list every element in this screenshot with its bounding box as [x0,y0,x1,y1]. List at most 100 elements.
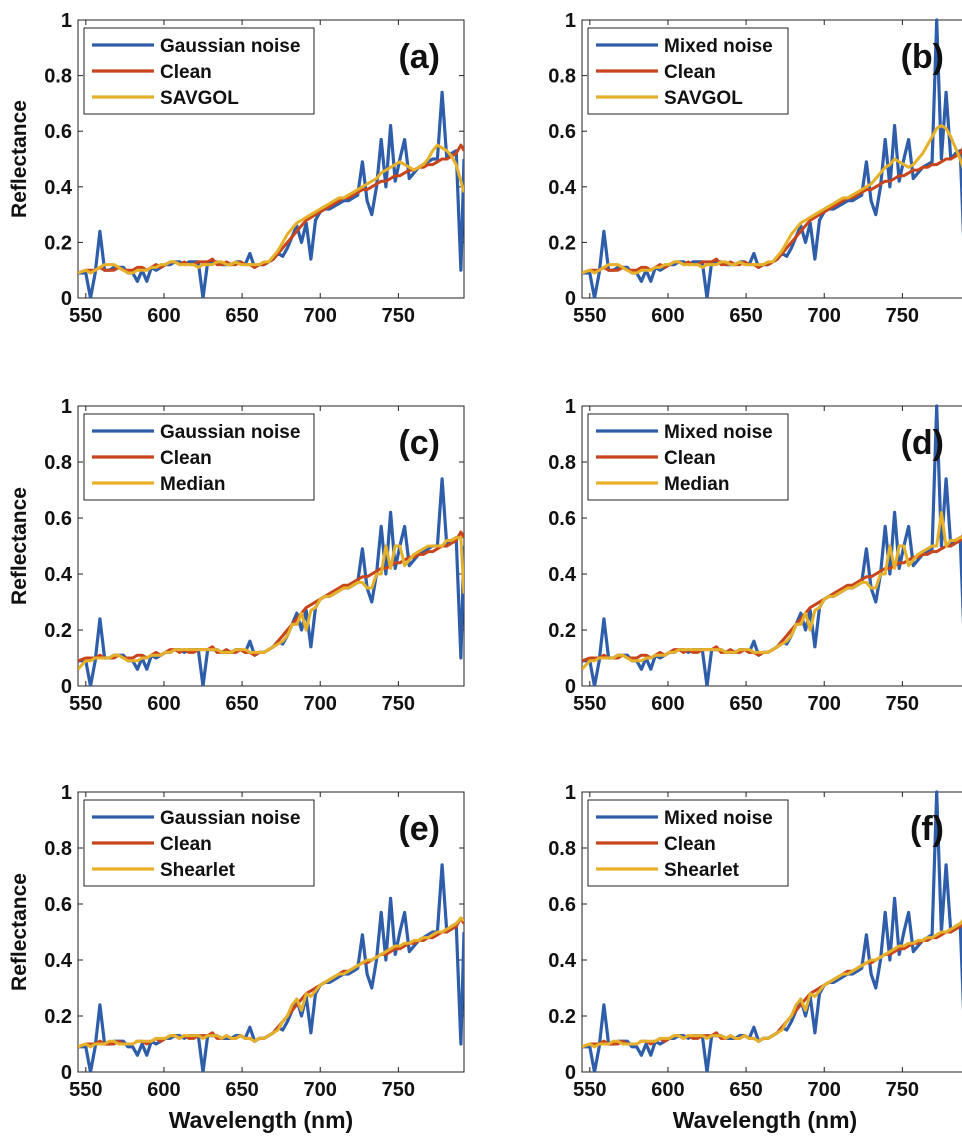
legend-label: Mixed noise [664,36,773,57]
x-tick-label: 550 [573,693,606,715]
legend-label: Shearlet [160,860,236,881]
y-tick-label: 0.2 [44,232,72,254]
x-tick-label: 750 [886,693,919,715]
y-tick-label: 0.8 [548,452,576,474]
panel-c: 0 0.2 0.4 0.6 0.8 1 550 600 650 700 750 Reflectance… [8,396,465,715]
y-tick-label: 0 [61,288,72,310]
legend-label: Clean [160,448,212,469]
y-tick-label: 0.2 [548,232,576,254]
y-tick-label: 0.2 [44,1006,72,1028]
legend-label: Gaussian noise [160,36,300,57]
x-tick-label: 600 [147,305,180,327]
legend-label: Clean [664,834,716,855]
x-tick-label: 600 [651,1079,684,1101]
x-tick-label: 600 [651,305,684,327]
y-tick-label: 0.2 [548,620,576,642]
y-axis-label: Reflectance [8,487,31,605]
x-axis-label: Wavelength (nm) [673,1107,857,1133]
y-tick-label: 1 [565,782,576,804]
series-line-shearlet [582,919,962,1049]
series-line-savgol [78,143,464,275]
y-tick-label: 0.8 [548,838,576,860]
legend-label: Clean [664,448,716,469]
x-tick-label: 750 [886,1079,919,1101]
x-tick-label: 650 [225,693,258,715]
legend-label: SAVGOL [160,88,239,109]
x-tick-label: 750 [382,1079,415,1101]
legend-label: Shearlet [664,860,740,881]
x-tick-label: 750 [382,693,415,715]
x-tick-label: 750 [886,305,919,327]
y-tick-label: 0 [565,288,576,310]
series-group [78,863,464,1072]
panel-d: 0 0.2 0.4 0.6 0.8 1 550 600 650 700 750 Mixed noise… [548,396,962,715]
x-tick-label: 650 [225,305,258,327]
y-tick-label: 1 [61,782,72,804]
legend-label: Median [664,474,729,495]
x-tick-label: 700 [808,305,841,327]
y-tick-label: 0.6 [44,508,72,530]
panel-a: 0 0.2 0.4 0.6 0.8 1 550 600 650 700 750 Reflectance… [8,10,465,327]
x-tick-label: 650 [729,305,762,327]
y-tick-label: 1 [565,396,576,418]
x-tick-label: 550 [69,693,102,715]
panel-label: (c) [398,424,440,462]
x-axis-label: Wavelength (nm) [169,1107,353,1133]
series-group [582,18,962,298]
x-tick-label: 750 [382,305,415,327]
y-tick-label: 1 [565,10,576,32]
y-tick-label: 0.2 [548,1006,576,1028]
legend-label: Gaussian noise [160,422,300,443]
y-tick-label: 0.6 [44,894,72,916]
y-tick-label: 0.4 [44,177,73,199]
y-tick-label: 0.4 [44,950,73,972]
legend-label: Clean [664,62,716,83]
x-tick-label: 700 [304,305,337,327]
panel-label: (b) [901,38,944,76]
legend-label: Clean [160,834,212,855]
x-tick-label: 550 [69,305,102,327]
x-tick-label: 700 [808,693,841,715]
y-tick-label: 1 [61,396,72,418]
panel-e: 0 0.2 0.4 0.6 0.8 1 550 600 650 700 750 Reflectance… [8,782,465,1133]
y-tick-label: 0.4 [548,177,577,199]
y-tick-label: 0 [565,1062,576,1084]
x-tick-label: 550 [573,305,606,327]
y-tick-label: 0.6 [548,894,576,916]
series-group [582,404,962,686]
panel-label: (e) [398,810,440,848]
panel-label: (d) [901,424,944,462]
y-tick-label: 0 [565,676,576,698]
x-tick-label: 700 [808,1079,841,1101]
y-tick-label: 0 [61,1062,72,1084]
x-tick-label: 550 [69,1079,102,1101]
panel-f: 0 0.2 0.4 0.6 0.8 1 550 600 650 700 750 Wavelength … [548,782,962,1133]
panel-label: (a) [398,38,440,76]
y-tick-label: 0.4 [548,564,577,586]
panel-b: 0 0.2 0.4 0.6 0.8 1 550 600 650 700 750 Mixed noise… [548,10,962,327]
series-group [78,90,464,298]
x-tick-label: 600 [651,693,684,715]
x-tick-label: 650 [225,1079,258,1101]
y-tick-label: 0.6 [44,121,72,143]
legend-label: Median [160,474,225,495]
y-tick-label: 0.2 [44,620,72,642]
x-tick-label: 700 [304,1079,337,1101]
y-axis-label: Reflectance [8,873,31,991]
legend-label: Mixed noise [664,422,773,443]
y-tick-label: 0 [61,676,72,698]
x-tick-label: 650 [729,1079,762,1101]
legend-label: Mixed noise [664,808,773,829]
legend-label: Gaussian noise [160,808,300,829]
y-axis-label: Reflectance [8,100,31,218]
series-group [78,477,464,686]
panel-label: (f) [910,810,944,848]
series-group [582,790,962,1072]
series-line-savgol [582,124,962,275]
y-tick-label: 0.8 [44,452,72,474]
y-tick-label: 0.4 [44,564,73,586]
series-line-shearlet [78,916,464,1049]
y-tick-label: 0.6 [548,121,576,143]
series-line-median [582,510,962,671]
